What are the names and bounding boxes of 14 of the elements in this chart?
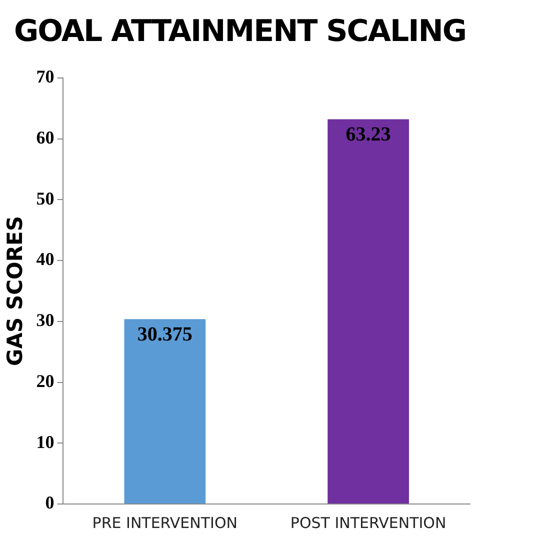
data-label: 30.375	[137, 323, 192, 346]
x-tick-label: POST INTERVENTION	[290, 514, 446, 532]
y-tick-label: 10	[36, 432, 54, 452]
chart-title: GOAL ATTAINMENT SCALING	[14, 14, 466, 49]
y-tick-label: 60	[36, 128, 54, 148]
y-tick-label: 40	[36, 249, 54, 270]
data-label: 63.23	[346, 123, 391, 146]
y-tick-label: 30	[36, 310, 54, 330]
y-tick-label: 50	[36, 188, 54, 208]
y-tick-label: 70	[36, 66, 54, 87]
y-tick-label: 0	[45, 492, 54, 513]
y-axis-title: GAS SCORES	[3, 216, 28, 366]
y-tick-label: 20	[36, 370, 54, 391]
x-tick-label: PRE INTERVENTION	[92, 514, 238, 532]
